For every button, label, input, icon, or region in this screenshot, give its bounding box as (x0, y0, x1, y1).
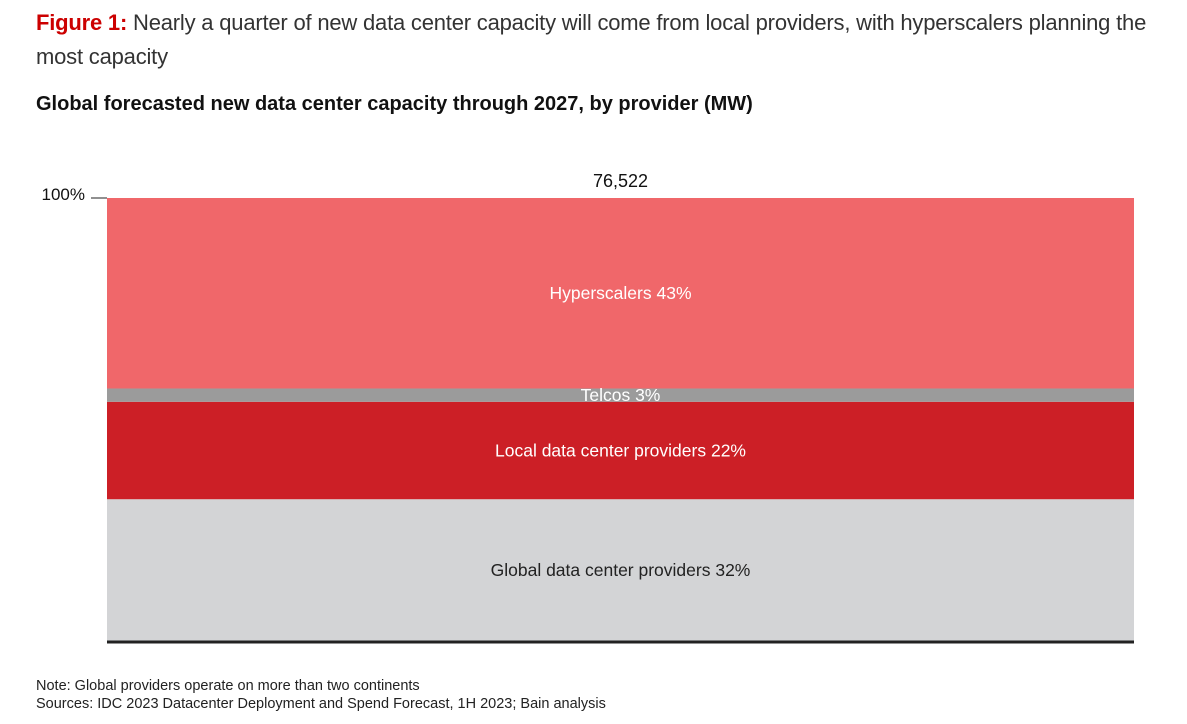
figure-title-text: Nearly a quarter of new data center capa… (36, 10, 1147, 69)
y-tick-label-100: 100% (42, 185, 85, 204)
segment-labels: Global data center providers 32% Local da… (491, 283, 751, 580)
figure-label: Figure 1: (36, 10, 128, 35)
stacked-bar-chart: Global data center providers 32% Local da… (42, 171, 1134, 644)
bar-segment-local-data-center-providers (107, 401, 1134, 500)
note-text: Note: Global providers operate on more t… (36, 678, 420, 694)
sources-text: Sources: IDC 2023 Datacenter Deployment … (36, 696, 606, 712)
segment-label-global-data-center-providers: Global data center providers 32% (491, 560, 751, 580)
total-label: 76,522 (593, 171, 648, 191)
figure-title: Figure 1: Nearly a quarter of new data c… (36, 6, 1166, 74)
bar-segment-global-data-center-providers (107, 499, 1134, 641)
segment-label-local-data-center-providers: Local data center providers 22% (495, 441, 746, 461)
bar-segment-hyperscalers (107, 198, 1134, 389)
chart-subtitle: Global forecasted new data center capaci… (36, 93, 753, 115)
segment-label-hyperscalers: Hyperscalers 43% (550, 283, 692, 303)
bar-segments (107, 198, 1134, 641)
bar-segment-telcos (107, 388, 1134, 402)
segment-label-telcos: Telcos 3% (581, 385, 661, 405)
chart-notes: Note: Global providers operate on more t… (36, 677, 606, 713)
